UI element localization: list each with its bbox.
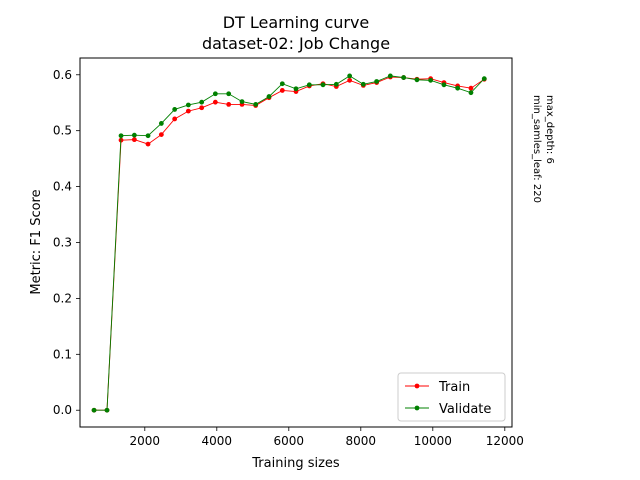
data-point-validate	[199, 99, 205, 105]
x-tick-label: 12000	[486, 434, 524, 448]
legend: Train Validate	[397, 372, 506, 422]
x-tick-label: 2000	[130, 434, 161, 448]
data-point-validate	[428, 77, 434, 83]
data-point-validate	[91, 407, 97, 413]
x-tick-label: 10000	[414, 434, 452, 448]
data-point-validate	[306, 82, 312, 88]
data-point-validate	[104, 407, 110, 413]
y-tick-label: 0.3	[53, 236, 72, 250]
legend-marker-train	[414, 383, 420, 389]
data-point-validate	[347, 73, 353, 79]
y-tick-label: 0.0	[53, 403, 72, 417]
data-point-validate	[212, 91, 218, 97]
data-point-validate	[293, 86, 299, 92]
plot-area	[79, 57, 513, 428]
data-point-validate	[266, 94, 272, 99]
legend-marker-validate	[414, 405, 420, 411]
y-tick-label: 0.1	[53, 347, 72, 361]
data-point-train	[468, 85, 474, 91]
data-point-validate	[360, 81, 366, 87]
data-point-train	[279, 88, 285, 93]
data-point-validate	[239, 99, 245, 105]
y-tick-label: 0.2	[53, 291, 72, 305]
y-tick-label: 0.6	[53, 68, 72, 82]
legend-label-validate: Validate	[439, 402, 491, 417]
data-point-validate	[253, 102, 259, 107]
x-axis-label: Training sizes	[251, 456, 340, 471]
data-point-train	[131, 137, 137, 143]
data-point-validate	[185, 102, 191, 108]
data-point-validate	[441, 82, 447, 88]
data-point-validate	[131, 132, 137, 138]
y-axis: 0.0 0.1 0.2 0.3 0.4 0.5 0.6	[53, 68, 80, 417]
data-point-validate	[172, 107, 178, 112]
y-tick-label: 0.5	[53, 124, 72, 138]
x-tick-label: 8000	[346, 434, 377, 448]
chart-subtitle: dataset-02: Job Change	[202, 34, 390, 53]
data-point-validate	[333, 81, 339, 87]
legend-label-train: Train	[438, 380, 470, 395]
data-point-validate	[387, 73, 393, 79]
series-line-validate	[94, 75, 485, 411]
series-line-train	[94, 76, 485, 411]
data-point-train	[226, 102, 232, 107]
data-point-validate	[374, 79, 380, 84]
data-point-train	[158, 132, 164, 137]
y-axis-label: Metric: F1 Score	[29, 189, 44, 294]
x-axis: 2000 4000 6000 8000 10000 12000	[130, 427, 524, 448]
data-point-validate	[414, 77, 420, 83]
x-tick-label: 6000	[274, 434, 305, 448]
data-point-train	[172, 116, 178, 122]
data-point-train	[145, 141, 151, 147]
data-point-train	[212, 99, 218, 105]
data-point-validate	[279, 81, 285, 87]
data-point-validate	[145, 133, 151, 139]
data-point-train	[199, 105, 205, 111]
series-layer	[91, 73, 487, 413]
data-point-validate	[118, 133, 124, 139]
y-tick-label: 0.4	[53, 180, 72, 194]
side-annotation-max-depth: max_depth: 6	[544, 95, 555, 164]
data-point-validate	[468, 90, 474, 96]
data-point-validate	[320, 82, 326, 88]
data-point-validate	[226, 91, 232, 97]
data-point-validate	[158, 121, 164, 126]
data-point-validate	[401, 75, 407, 80]
x-tick-label: 4000	[202, 434, 233, 448]
side-annotation-min-samples-leaf: min_samles_leaf: 220	[531, 95, 542, 203]
data-point-train	[185, 108, 191, 114]
chart-title: DT Learning curve	[223, 13, 370, 32]
data-point-validate	[481, 76, 487, 82]
legend-box	[397, 372, 506, 422]
data-point-validate	[455, 85, 461, 91]
data-point-train	[347, 77, 353, 83]
